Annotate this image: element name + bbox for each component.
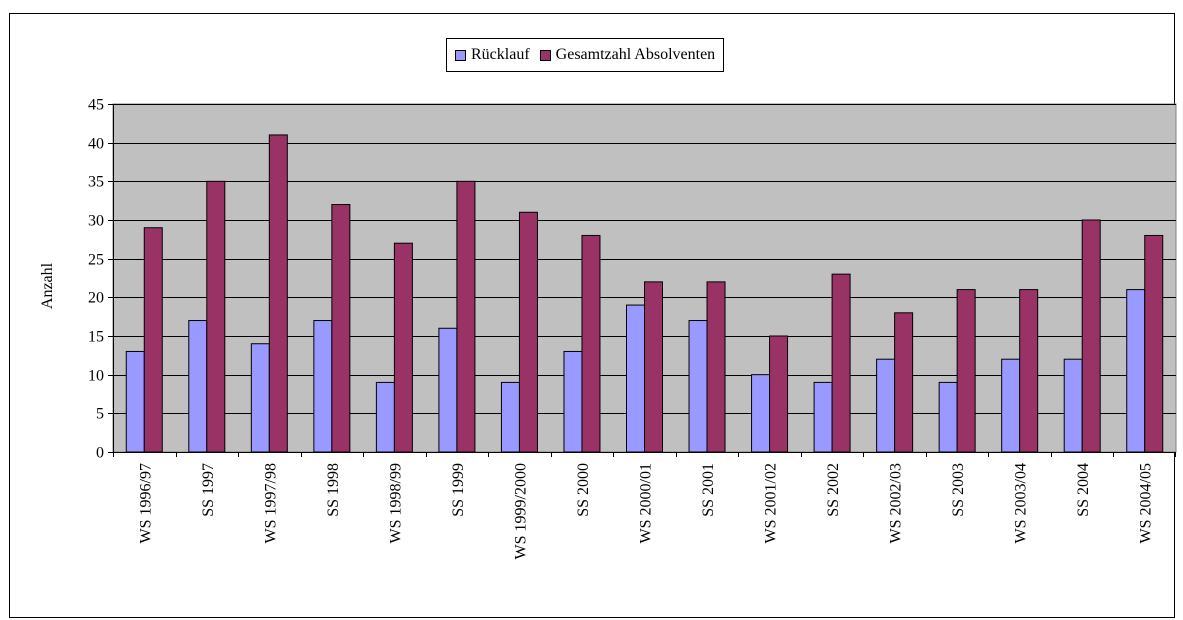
bar-gesamtzahl: [706, 281, 726, 453]
x-tick-label: WS 2002/03: [888, 463, 905, 543]
bar-gesamtzahl: [393, 242, 413, 453]
y-tick-label: 45: [88, 97, 104, 114]
y-tick-label: 25: [88, 252, 104, 269]
bar-ruecklauf: [938, 381, 958, 453]
x-tick-label: SS 1999: [450, 463, 467, 517]
x-tick-label: SS 2002: [825, 463, 842, 517]
axes: [108, 104, 1176, 457]
bar-gesamtzahl: [206, 180, 226, 453]
y-tick-label: 15: [88, 329, 104, 346]
bar-ruecklauf: [500, 381, 520, 453]
legend-item-gesamtzahl: Gesamtzahl Absolventen: [539, 46, 716, 64]
bar-ruecklauf: [1063, 358, 1083, 453]
bar-gesamtzahl: [1144, 234, 1164, 453]
x-tick-label: SS 1998: [325, 463, 342, 517]
bar-gesamtzahl: [831, 273, 851, 453]
bar-gesamtzahl: [581, 234, 601, 453]
x-tick-labels: WS 1996/97 SS 1997 WS 1997/98 SS 1998 WS 199…: [137, 463, 1154, 559]
bar-ruecklauf: [626, 304, 645, 453]
bar-ruecklauf: [876, 358, 896, 453]
x-tick-label: SS 2004: [1075, 463, 1092, 517]
y-tick-label: 5: [96, 406, 104, 423]
y-tick-label: 10: [88, 368, 104, 385]
y-tick-label: 35: [88, 174, 104, 191]
bar-ruecklauf: [313, 320, 333, 453]
legend-label-ruecklauf: Rücklauf: [471, 46, 530, 63]
legend-label-gesamtzahl: Gesamtzahl Absolventen: [555, 46, 716, 63]
bar-gesamtzahl: [769, 335, 789, 453]
x-tick-label: WS 1996/97: [137, 463, 154, 543]
bar-gesamtzahl: [331, 204, 351, 453]
x-tick-label: WS 1999/2000: [512, 463, 529, 559]
y-axis-label: Anzahl: [39, 262, 56, 310]
bar-ruecklauf: [751, 374, 771, 453]
bar-ruecklauf: [1001, 358, 1021, 453]
bar-ruecklauf: [375, 381, 395, 453]
y-tick-label: 40: [88, 136, 104, 153]
x-tick-label: SS 2003: [950, 463, 967, 517]
bar-gesamtzahl: [894, 312, 914, 453]
x-tick-label: WS 1997/98: [262, 463, 279, 543]
bar-gesamtzahl: [644, 281, 663, 453]
bar-gesamtzahl: [268, 134, 288, 453]
legend-swatch-ruecklauf: [455, 49, 466, 61]
bar-ruecklauf: [1126, 289, 1146, 453]
bar-ruecklauf: [188, 320, 208, 453]
bar-gesamtzahl: [518, 211, 538, 453]
bar-gesamtzahl: [956, 289, 976, 453]
x-tick-label: WS 2003/04: [1013, 463, 1030, 543]
bar-ruecklauf: [813, 381, 833, 453]
bar-gesamtzahl: [143, 227, 163, 453]
y-tick-label: 20: [88, 290, 104, 307]
bar-ruecklauf: [125, 350, 145, 453]
x-tick-label: WS 2001/02: [763, 463, 780, 543]
x-tick-label: WS 1998/99: [387, 463, 404, 543]
legend: Rücklauf Gesamtzahl Absolventen: [446, 38, 725, 72]
bar-ruecklauf: [250, 343, 270, 453]
x-tick-label: SS 1997: [200, 463, 217, 517]
x-tick-label: WS 2000/01: [638, 463, 655, 543]
bar-ruecklauf: [563, 350, 583, 453]
bar-ruecklauf: [438, 327, 458, 453]
bar-ruecklauf: [688, 320, 708, 453]
bars: [125, 134, 1164, 453]
x-tick-label: WS 2004/05: [1138, 463, 1155, 543]
y-tick-labels: 0 5 10 15 20 25 30 35 40 45: [88, 97, 104, 462]
x-tick-label: SS 2001: [700, 463, 717, 517]
x-tick-label: SS 2000: [575, 463, 592, 517]
legend-item-ruecklauf: Rücklauf: [455, 46, 530, 64]
bar-gesamtzahl: [1081, 219, 1101, 453]
y-tick-label: 30: [88, 213, 104, 230]
y-tick-label: 0: [96, 445, 104, 462]
legend-swatch-gesamtzahl: [539, 49, 551, 61]
bar-gesamtzahl: [456, 180, 476, 453]
bar-gesamtzahl: [1019, 289, 1039, 453]
